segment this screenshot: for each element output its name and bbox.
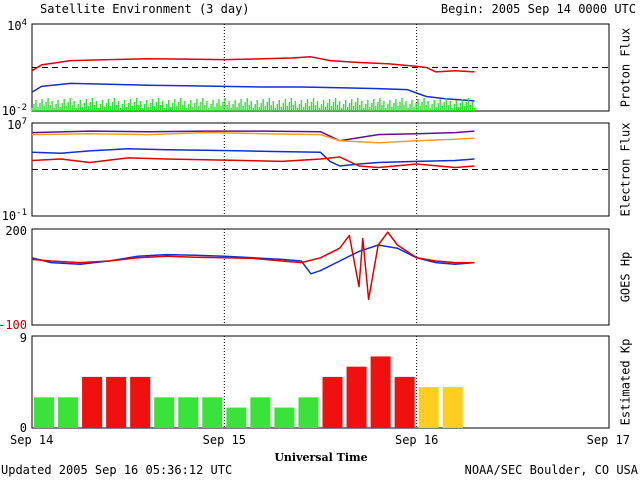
kp-bar	[322, 376, 343, 428]
y-tick-exponent: 4	[22, 18, 27, 28]
series-orange-line	[31, 131, 475, 144]
kp-bar	[370, 356, 391, 428]
kp-bar	[274, 407, 295, 428]
y-tick-base: 10	[7, 19, 21, 33]
y-tick-label: 10-2	[2, 103, 27, 118]
begin-time: Begin: 2005 Sep 14 0000 UTC	[441, 2, 636, 16]
y-tick-base: 10	[2, 209, 16, 223]
y-axis-label: Proton Flux	[619, 28, 633, 107]
x-tick-label: Sep 15	[203, 433, 246, 447]
y-tick-label: -100	[0, 318, 27, 332]
plot-title: Satellite Environment (3 day)	[40, 2, 250, 16]
series-red-line	[31, 56, 475, 73]
updated-time: Updated 2005 Sep 16 05:36:12 UTC	[1, 463, 232, 477]
y-axis-label: Estimated Kp	[619, 339, 633, 426]
kp-bar	[394, 376, 415, 428]
kp-bar	[58, 397, 79, 428]
x-tick-label: Sep 14	[10, 433, 53, 447]
y-tick-label: 0	[20, 421, 27, 435]
x-axis-title: Universal Time	[274, 451, 367, 464]
y-axis-label: Electron Flux	[619, 123, 633, 217]
y-tick-label: 107	[7, 117, 27, 132]
credit: NOAA/SEC Boulder, CO USA	[465, 463, 639, 477]
kp-bar	[82, 376, 103, 428]
series-red-line	[31, 156, 475, 169]
panel-3: 200 -100 GOES Hp	[0, 224, 633, 332]
kp-bar	[130, 376, 151, 428]
series-purple-line	[31, 130, 475, 142]
panel-frame	[31, 335, 610, 429]
kp-bar	[178, 397, 199, 428]
kp-bar	[226, 407, 247, 428]
y-tick-label: 10-1	[2, 208, 27, 223]
panel-4: 9 0 Estimated Kp	[20, 331, 633, 435]
kp-bar	[34, 397, 55, 428]
series-blue-line	[31, 244, 475, 275]
series-red-line	[31, 231, 475, 301]
kp-bar	[250, 397, 271, 428]
kp-bar	[442, 387, 463, 428]
y-tick-base: 10	[2, 104, 16, 118]
y-tick-label: 104	[7, 18, 27, 33]
kp-bar	[106, 376, 127, 428]
kp-bar	[154, 397, 175, 428]
kp-bar	[346, 366, 367, 428]
panel-frame	[31, 228, 610, 326]
y-tick-exponent: -2	[16, 103, 27, 113]
y-tick-label: 200	[5, 224, 27, 238]
kp-bar	[298, 397, 319, 428]
x-tick-label: Sep 16	[395, 433, 438, 447]
series-blue-line	[31, 148, 475, 167]
y-tick-exponent: 7	[22, 117, 27, 127]
series-green-line	[31, 98, 476, 111]
y-tick-exponent: -1	[16, 208, 27, 218]
y-axis-label: GOES Hp	[619, 252, 633, 303]
series-blue-line	[31, 82, 475, 102]
kp-bar	[418, 387, 439, 428]
x-tick-label: Sep 17	[587, 433, 630, 447]
kp-bar	[202, 397, 223, 428]
y-tick-label: 9	[20, 331, 27, 345]
y-tick-base: 10	[7, 118, 21, 132]
